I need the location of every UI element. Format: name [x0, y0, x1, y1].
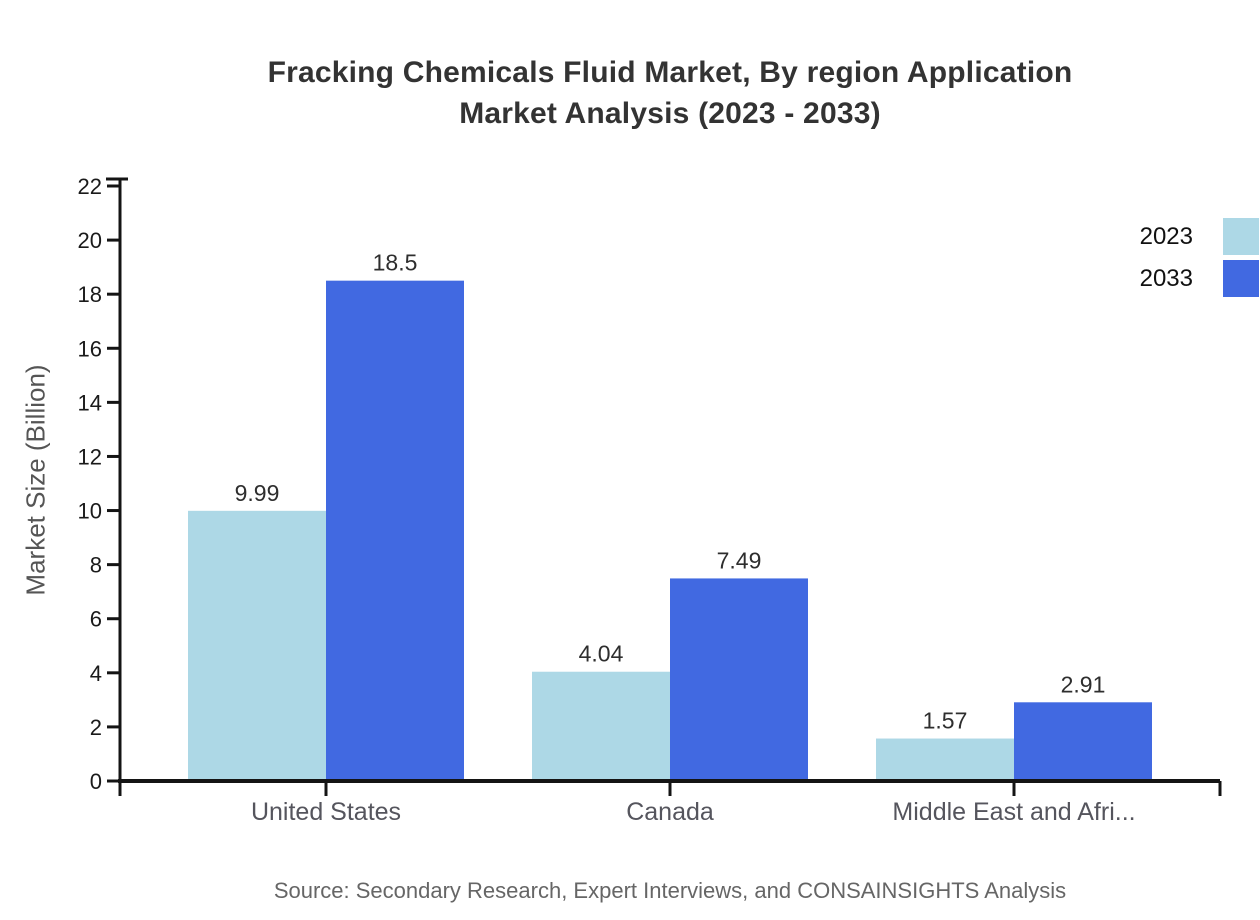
y-tick-label-4: 4 [90, 661, 102, 686]
bar-2023-2 [876, 738, 1014, 781]
legend-label-2033: 2033 [1139, 264, 1193, 292]
x-category-label-2: Middle East and Afri... [892, 798, 1135, 826]
x-category-label-0: United States [251, 798, 401, 826]
bar-value-label-2023-0: 9.99 [235, 480, 280, 506]
chart-title: Fracking Chemicals Fluid Market, By regi… [80, 52, 1260, 134]
bar-value-label-2033-0: 18.5 [373, 250, 418, 276]
legend-label-2023: 2023 [1139, 222, 1193, 250]
y-tick-label-22: 22 [78, 174, 102, 199]
legend: 2023 2033 [1140, 218, 1259, 302]
bar-2033-2 [1014, 702, 1152, 781]
y-tick-label-6: 6 [90, 607, 102, 632]
y-tick-label-8: 8 [90, 553, 102, 578]
source-note: Source: Secondary Research, Expert Inter… [273, 878, 1067, 903]
y-tick-label-0: 0 [90, 769, 102, 794]
y-tick-label-18: 18 [78, 282, 102, 307]
y-tick-label-2: 2 [90, 715, 102, 740]
bar-2033-0 [326, 280, 464, 781]
y-tick-label-20: 20 [78, 228, 102, 253]
legend-item-2023: 2023 [1140, 218, 1259, 255]
bar-value-label-2033-2: 2.91 [1061, 671, 1106, 697]
bar-value-label-2023-2: 1.57 [923, 708, 968, 734]
legend-swatch-2023-icon [1223, 218, 1259, 255]
bar-value-label-2023-1: 4.04 [579, 641, 624, 667]
bar-2023-0 [188, 510, 326, 781]
legend-swatch-2033-icon [1223, 260, 1259, 297]
bar-value-label-2033-1: 7.49 [717, 547, 762, 573]
y-tick-label-10: 10 [78, 499, 102, 524]
legend-item-2033: 2033 [1140, 260, 1259, 297]
chart-title-line2: Market Analysis (2023 - 2033) [459, 97, 881, 130]
y-tick-label-12: 12 [78, 444, 102, 469]
chart-title-line1: Fracking Chemicals Fluid Market, By regi… [267, 56, 1073, 89]
y-tick-label-14: 14 [78, 390, 102, 415]
bar-2033-1 [670, 578, 808, 781]
x-category-label-1: Canada [626, 798, 714, 826]
bar-2023-1 [532, 671, 670, 781]
y-tick-label-16: 16 [78, 336, 102, 361]
